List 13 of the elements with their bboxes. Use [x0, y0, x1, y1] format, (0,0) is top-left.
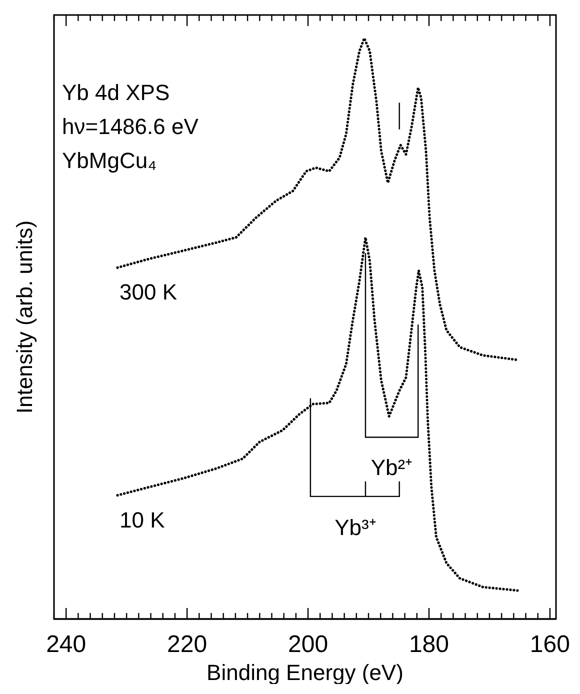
x-tick-label: 220: [167, 631, 208, 658]
x-tick-label: 240: [46, 631, 86, 658]
annotation: Yb³⁺: [334, 514, 376, 540]
annotation: Yb²⁺: [370, 454, 412, 480]
x-tick-label: 160: [530, 631, 570, 658]
y-axis-title: Intensity (arb. units): [12, 220, 37, 414]
series-label: 300 K: [120, 280, 178, 305]
x-tick-label: 180: [408, 631, 450, 658]
annotation: YbMgCu₄: [62, 148, 157, 173]
x-tick-label: 200: [288, 631, 328, 658]
annotation: Yb 4d XPS: [62, 80, 170, 105]
annotation: hν=1486.6 eV: [62, 114, 199, 139]
series-label: 10 K: [120, 507, 166, 532]
